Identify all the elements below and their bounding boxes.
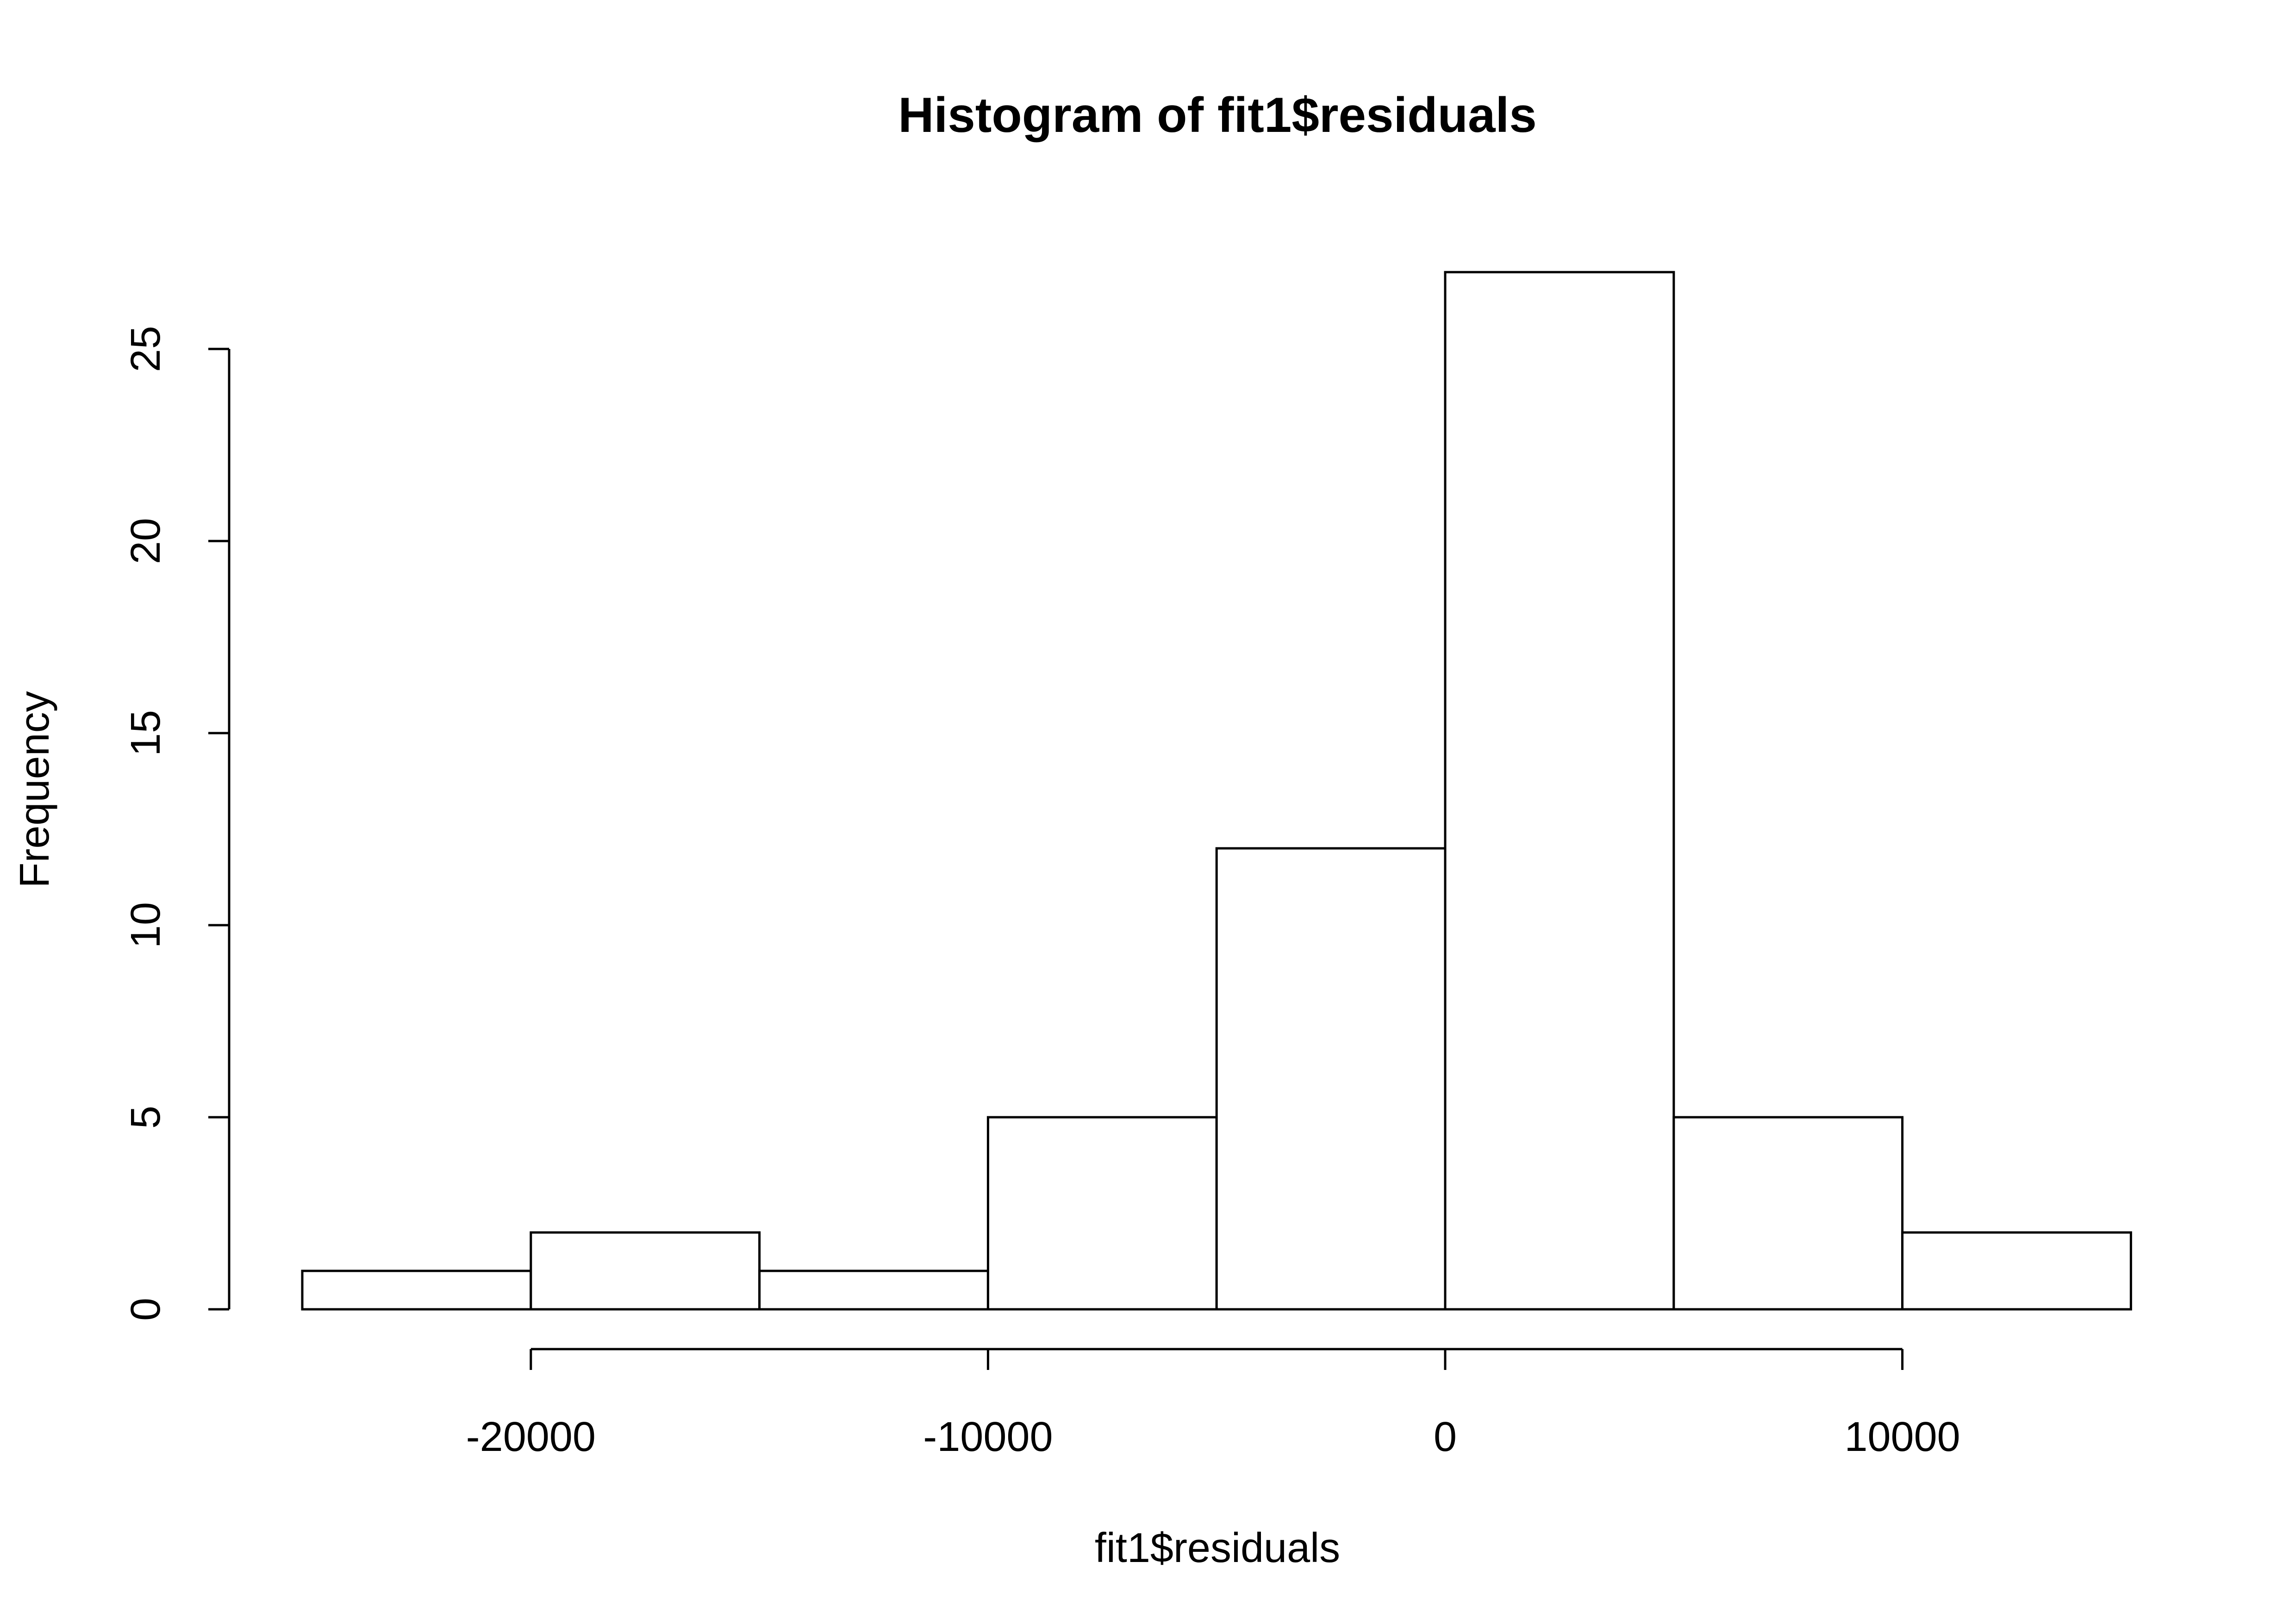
x-tick-label-1: -10000 xyxy=(923,1414,1053,1460)
y-tick-label-3: 15 xyxy=(123,710,169,756)
x-axis-label: fit1$residuals xyxy=(1095,1525,1340,1571)
histogram-bar-2 xyxy=(758,1270,989,1311)
x-axis: -20000 -10000 0 10000 xyxy=(466,1348,1960,1460)
y-tick-label-0: 0 xyxy=(123,1298,169,1321)
y-tick-label-5: 25 xyxy=(123,326,169,372)
y-tick-label-4: 20 xyxy=(123,518,169,564)
y-axis: 0 5 10 15 20 25 xyxy=(123,326,231,1321)
y-axis-label: Frequency xyxy=(12,691,58,888)
histogram-bar-3 xyxy=(986,1116,1218,1311)
x-tick-label-3: 10000 xyxy=(1844,1414,1960,1460)
y-tick-label-2: 10 xyxy=(123,902,169,948)
histogram-bar-5 xyxy=(1444,271,1675,1311)
histogram-bar-7 xyxy=(1901,1231,2132,1311)
x-tick-label-2: 0 xyxy=(1434,1414,1457,1460)
x-tick-label-0: -20000 xyxy=(466,1414,596,1460)
histogram-bar-6 xyxy=(1672,1116,1904,1311)
histogram-bar-4 xyxy=(1215,847,1447,1311)
y-tick-label-1: 5 xyxy=(123,1106,169,1129)
histogram-bar-0 xyxy=(301,1270,532,1311)
histogram-bars xyxy=(301,271,2132,1311)
chart-title: Histogram of fit1$residuals xyxy=(898,87,1536,143)
histogram-bar-1 xyxy=(530,1231,761,1311)
